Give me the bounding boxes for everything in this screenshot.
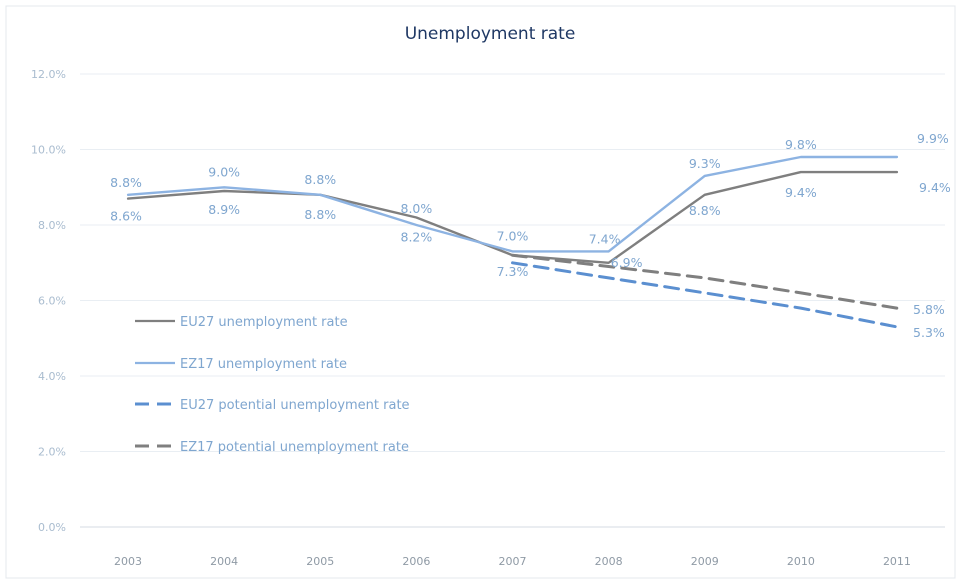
series-line-2 [511,261,899,329]
legend-label: EZ17 unemployment rate [180,357,347,372]
data-label: 9.4% [785,185,817,200]
y-tick-label: 4.0% [38,370,66,383]
data-label: 9.0% [208,164,240,179]
plot-frame [5,5,956,579]
data-label: 9.8% [785,137,817,152]
legend-label: EU27 unemployment rate [180,315,348,330]
x-tick-label: 2011 [883,555,911,568]
series-line-3 [511,253,899,310]
x-tick-label: 2003 [114,555,142,568]
y-tick-label: 8.0% [38,219,66,232]
x-axis-ticks: 2003 2004 2005 2006 2007 2008 2009 2010 2011 [114,555,911,568]
data-label: 8.8% [689,203,721,218]
data-label: 5.8% [913,302,945,317]
data-label: 8.8% [110,175,142,190]
data-label: 8.8% [304,172,336,187]
data-label: 8.8% [304,207,336,222]
data-label: 9.9% [917,131,949,146]
data-label: 5.3% [913,325,945,340]
y-tick-label: 0.0% [38,521,66,534]
x-tick-label: 2010 [787,555,815,568]
gridlines [80,73,945,528]
y-tick-label: 6.0% [38,295,66,308]
data-label: 7.3% [497,264,529,279]
data-label: 8.2% [401,229,433,244]
data-label: 7.0% [497,228,529,243]
x-tick-label: 2005 [306,555,334,568]
series-line-1 [126,155,899,253]
y-axis-ticks: 0.0% 2.0% 4.0% 6.0% 8.0% 10.0% 12.0% [31,68,66,534]
y-tick-label: 12.0% [31,68,66,81]
data-label: 7.4% [589,231,621,246]
legend-label: EU27 potential unemployment rate [180,398,410,413]
data-label: 8.9% [208,202,240,217]
data-label: 9.4% [919,180,951,195]
legend: EU27 unemployment rate EZ17 unemployment … [135,315,410,455]
series-lines [126,155,899,329]
y-tick-label: 10.0% [31,144,66,157]
data-label: 9.3% [689,156,721,171]
data-label: 6.9% [611,255,643,270]
legend-label: EZ17 potential unemployment rate [180,440,409,455]
data-label: 8.0% [401,201,433,216]
chart-title: Unemployment rate [405,24,576,44]
x-tick-label: 2004 [210,555,238,568]
y-tick-label: 2.0% [38,446,66,459]
data-labels: 8.6% 8.9% 8.8% 8.2% 7.3% 6.9% 8.8% 9.4% 9.4% 8.8%… [110,131,951,340]
x-tick-label: 2006 [402,555,430,568]
x-tick-label: 2009 [691,555,719,568]
x-tick-label: 2008 [595,555,623,568]
x-tick-label: 2007 [499,555,527,568]
data-label: 8.6% [110,209,142,224]
